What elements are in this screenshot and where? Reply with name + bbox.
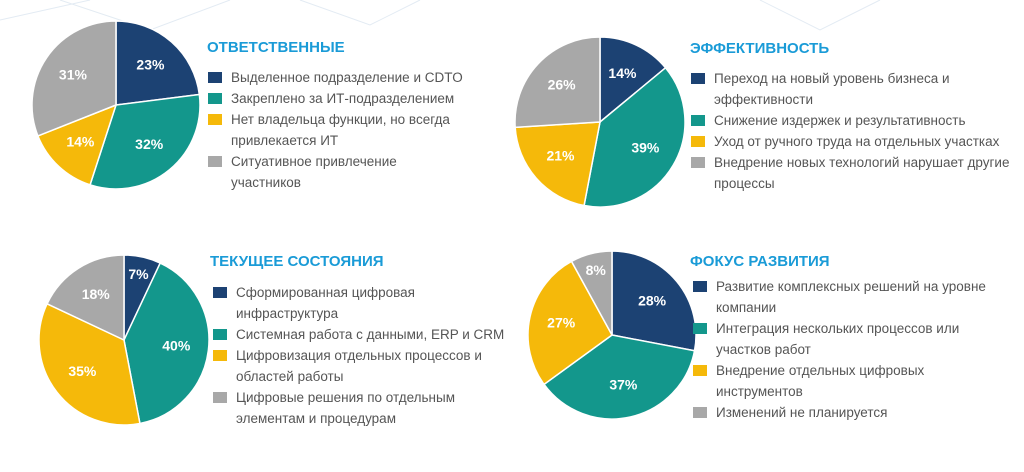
legend-swatch bbox=[208, 156, 222, 167]
pie-slice bbox=[115, 20, 201, 106]
legend-item: Уход от ручного труда на отдельных участ… bbox=[691, 131, 1016, 152]
legend-swatch bbox=[693, 407, 707, 418]
pie-slice bbox=[31, 20, 117, 137]
legend-item: Нет владельца функции, но всегда привлек… bbox=[208, 109, 470, 151]
chart-title: ТЕКУЩЕЕ СОСТОЯНИЯ bbox=[210, 253, 384, 270]
pie-slice bbox=[38, 302, 141, 426]
pie-slice bbox=[611, 250, 697, 352]
legend: Развитие комплексных решений на уровне к… bbox=[693, 276, 993, 423]
pie-slice bbox=[599, 36, 667, 124]
legend-swatch bbox=[691, 73, 705, 84]
slice-label: 31% bbox=[59, 66, 88, 82]
legend-swatch bbox=[693, 281, 707, 292]
pie-slice bbox=[36, 103, 118, 186]
legend-item: Развитие комплексных решений на уровне к… bbox=[693, 276, 993, 318]
legend-label: Внедрение новых технологий нарушает друг… bbox=[714, 155, 1010, 191]
slice-label: 39% bbox=[631, 140, 660, 156]
legend-swatch bbox=[691, 115, 705, 126]
slice-label: 18% bbox=[82, 286, 111, 302]
pie-slice bbox=[89, 93, 201, 190]
slice-label: 23% bbox=[136, 57, 165, 73]
legend-label: Нет владельца функции, но всегда привлек… bbox=[231, 112, 450, 148]
slice-label: 8% bbox=[586, 262, 607, 278]
legend-swatch bbox=[213, 287, 227, 298]
legend-item: Внедрение отдельных цифровых инструменто… bbox=[693, 360, 993, 402]
legend-label: Цифровые решения по отдельным элементам … bbox=[236, 390, 455, 426]
legend-label: Цифровизация отдельных процессов и облас… bbox=[236, 348, 482, 384]
chart-title: ЭФФЕКТИВНОСТЬ bbox=[690, 40, 829, 57]
pie-slice bbox=[123, 262, 210, 425]
legend-item: Закреплено за ИТ-подразделением bbox=[208, 88, 470, 109]
legend-swatch bbox=[213, 350, 227, 361]
legend-item: Интеграция нескольких процессов или учас… bbox=[693, 318, 993, 360]
legend-item: Системная работа с данными, ERP и CRM bbox=[213, 324, 513, 345]
legend-swatch bbox=[691, 136, 705, 147]
slice-label: 40% bbox=[162, 337, 191, 353]
pie-slice bbox=[570, 250, 613, 336]
legend-label: Переход на новый уровень бизнеса и эффек… bbox=[714, 71, 950, 107]
legend-label: Уход от ручного труда на отдельных участ… bbox=[714, 134, 1000, 149]
legend-label: Снижение издержек и результативность bbox=[714, 113, 966, 128]
slice-label: 35% bbox=[68, 363, 97, 379]
slice-label: 28% bbox=[638, 293, 667, 309]
pie-slice bbox=[583, 66, 686, 208]
chart-title: ФОКУС РАЗВИТИЯ bbox=[690, 253, 830, 270]
legend-label: Системная работа с данными, ERP и CRM bbox=[236, 327, 505, 342]
legend-item: Сформированная цифровая инфраструктура bbox=[213, 282, 513, 324]
slice-label: 14% bbox=[608, 65, 637, 81]
pie-slice bbox=[514, 121, 601, 207]
legend-item: Переход на новый уровень бизнеса и эффек… bbox=[691, 68, 1016, 110]
legend-swatch bbox=[691, 157, 705, 168]
legend-label: Выделенное подразделение и CDTO bbox=[231, 70, 463, 85]
legend: Сформированная цифровая инфраструктура Си… bbox=[213, 282, 513, 429]
slice-label: 37% bbox=[609, 377, 638, 393]
pie-slice bbox=[514, 36, 601, 129]
legend-swatch bbox=[213, 329, 227, 340]
legend-item: Ситуативное привлечение участников bbox=[208, 151, 470, 193]
legend-label: Изменений не планируется bbox=[716, 405, 888, 420]
slice-label: 27% bbox=[547, 314, 576, 330]
legend-swatch bbox=[208, 114, 222, 125]
legend-swatch bbox=[693, 323, 707, 334]
legend-label: Внедрение отдельных цифровых инструменто… bbox=[716, 363, 925, 399]
pie-slice bbox=[527, 260, 613, 386]
slice-label: 21% bbox=[546, 148, 575, 164]
pie-slice bbox=[542, 334, 696, 420]
slice-label: 32% bbox=[135, 136, 164, 152]
legend-label: Интеграция нескольких процессов или учас… bbox=[716, 321, 960, 357]
slice-label: 26% bbox=[548, 77, 577, 93]
legend-label: Сформированная цифровая инфраструктура bbox=[236, 285, 415, 321]
slice-label: 14% bbox=[66, 134, 95, 150]
legend-item: Снижение издержек и результативность bbox=[691, 110, 1016, 131]
legend-label: Развитие комплексных решений на уровне к… bbox=[716, 279, 986, 315]
legend-swatch bbox=[208, 93, 222, 104]
legend-label: Ситуативное привлечение участников bbox=[231, 154, 397, 190]
legend-label: Закреплено за ИТ-подразделением bbox=[231, 91, 455, 106]
legend-item: Изменений не планируется bbox=[693, 402, 993, 423]
legend-item: Внедрение новых технологий нарушает друг… bbox=[691, 152, 1016, 194]
slice-label: 7% bbox=[128, 266, 149, 282]
legend-swatch bbox=[693, 365, 707, 376]
legend: Переход на новый уровень бизнеса и эффек… bbox=[691, 68, 1016, 194]
pie-slice bbox=[46, 254, 125, 342]
legend-item: Выделенное подразделение и CDTO bbox=[208, 67, 470, 88]
legend-item: Цифровизация отдельных процессов и облас… bbox=[213, 345, 513, 387]
legend-swatch bbox=[213, 392, 227, 403]
chart-title: ОТВЕТСТВЕННЫЕ bbox=[207, 39, 345, 56]
legend-item: Цифровые решения по отдельным элементам … bbox=[213, 387, 513, 429]
legend: Выделенное подразделение и CDTO Закреплен… bbox=[208, 67, 470, 193]
legend-swatch bbox=[208, 72, 222, 83]
